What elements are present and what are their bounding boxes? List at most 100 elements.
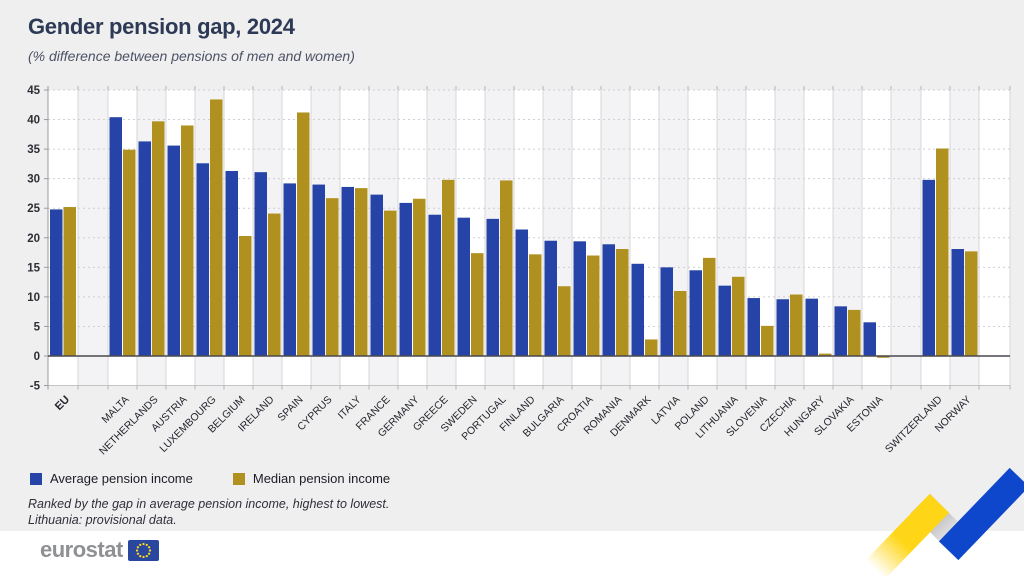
y-tick-label: 25 xyxy=(27,203,40,215)
bar-average-ITALY xyxy=(341,186,354,356)
y-tick-label: 35 xyxy=(27,144,40,156)
bar-median-SPAIN xyxy=(297,112,310,356)
y-tick-label: 45 xyxy=(27,85,40,97)
chart-title: Gender pension gap, 2024 xyxy=(28,14,295,39)
bar-average-AUSTRIA xyxy=(167,145,180,356)
bar-average-BELGIUM xyxy=(225,170,238,356)
bar-median-LITHUANIA xyxy=(732,276,745,356)
y-tick-label: 30 xyxy=(27,174,40,186)
bar-median-SWEDEN xyxy=(471,253,484,356)
bar-median-DENMARK xyxy=(645,339,658,356)
bar-average-DENMARK xyxy=(631,263,644,356)
bar-median-BELGIUM xyxy=(239,236,252,356)
bar-median-ESTONIA xyxy=(877,356,890,358)
bar-median-SLOVAKIA xyxy=(848,309,861,356)
bar-median-PORTUGAL xyxy=(500,180,513,356)
flag-star-icon xyxy=(145,554,148,557)
bar-average-SLOVENIA xyxy=(747,298,760,356)
flag-background xyxy=(127,539,159,561)
bar-median-FRANCE xyxy=(384,210,397,356)
footer-band: eurostat xyxy=(0,531,1024,576)
bar-chart: 45 40 35 30 25 20 15 10 5 0 -5 EU MALTA NETHERLANDS AU… xyxy=(0,80,1024,472)
bar-average-BULGARIA xyxy=(544,240,557,356)
stripe xyxy=(891,90,921,386)
legend-label-median: Median pension income xyxy=(252,471,391,486)
bar-average-EU xyxy=(50,209,63,356)
y-tick-label: -5 xyxy=(30,381,41,393)
x-axis-labels: EU MALTANETHERLANDSAUSTRIALUXEMBOURGBELGI… xyxy=(53,393,974,457)
bar-median-IRELAND xyxy=(268,213,281,356)
bar-median-CZECHIA xyxy=(790,294,803,356)
ribbon-yellow-segment xyxy=(855,493,950,576)
flag-star-icon xyxy=(138,543,142,546)
flag-star-icon xyxy=(147,552,151,555)
bar-average-LUXEMBOURG xyxy=(196,163,209,356)
bar-average-POLAND xyxy=(689,270,702,356)
y-tick-label: 20 xyxy=(27,233,40,245)
flag-star-icon xyxy=(138,554,142,557)
flag-star-icon xyxy=(142,555,145,558)
bar-median-LATVIA xyxy=(674,290,687,356)
bar-median-BULGARIA xyxy=(558,286,571,356)
bar-average-ESTONIA xyxy=(863,322,876,356)
y-tick-label: 40 xyxy=(27,115,40,127)
y-axis: 45 40 35 30 25 20 15 10 5 0 -5 xyxy=(27,85,49,393)
bar-average-HUNGARY xyxy=(805,298,818,356)
bar-average-GERMANY xyxy=(399,202,412,356)
bar-average-LATVIA xyxy=(660,267,673,356)
bar-average-CYPRUS xyxy=(312,184,325,356)
bar-median-ITALY xyxy=(355,188,368,356)
bar-average-SWITZERLAND xyxy=(922,179,935,356)
legend-item-median: Median pension income xyxy=(232,471,391,486)
bar-median-NORWAY xyxy=(965,251,978,356)
chart-canvas: 45 40 35 30 25 20 15 10 5 0 -5 EU MALTANETHERLANDSAU… xyxy=(27,85,1011,457)
eu-flag-icon xyxy=(127,539,159,561)
bar-average-PORTUGAL xyxy=(486,218,499,356)
flag-star-icon xyxy=(148,548,151,552)
bar-median-GREECE xyxy=(442,179,455,356)
chart-subtitle: (% difference between pensions of men an… xyxy=(28,48,355,64)
legend-item-average: Average pension income xyxy=(30,471,193,486)
bar-average-NETHERLANDS xyxy=(138,141,151,356)
flag-star-icon xyxy=(145,543,148,546)
flag-star-icon xyxy=(136,545,139,548)
eurostat-logo: eurostat xyxy=(40,539,159,561)
bar-median-SWITZERLAND xyxy=(936,148,949,356)
flag-star-icon xyxy=(135,548,138,552)
y-tick-label: 15 xyxy=(27,262,40,274)
legend: Average pension income Median pension in… xyxy=(30,471,390,486)
bar-average-LITHUANIA xyxy=(718,285,731,356)
bar-median-AUSTRIA xyxy=(181,125,194,356)
bar-average-CROATIA xyxy=(573,241,586,356)
footnote-ranking: Ranked by the gap in average pension inc… xyxy=(28,497,390,511)
bar-median-ROMANIA xyxy=(616,249,629,356)
y-tick-label: 0 xyxy=(34,351,40,363)
flag-star-icon xyxy=(142,542,145,545)
bar-average-SLOVAKIA xyxy=(834,306,847,356)
bar-average-GREECE xyxy=(428,214,441,356)
y-tick-label: 10 xyxy=(27,292,40,304)
legend-swatch-median-icon xyxy=(232,472,245,485)
flag-star-icon xyxy=(136,552,139,555)
bar-median-POLAND xyxy=(703,257,716,356)
bar-average-MALTA xyxy=(109,117,122,356)
bar-average-NORWAY xyxy=(951,249,964,356)
bar-average-SPAIN xyxy=(283,183,296,356)
flag-star-icon xyxy=(147,545,151,548)
footnotes: Ranked by the gap in average pension inc… xyxy=(28,496,389,528)
bars xyxy=(50,99,978,358)
ribbon-decoration xyxy=(855,467,1024,576)
bar-median-NETHERLANDS xyxy=(152,121,165,356)
bar-average-CZECHIA xyxy=(776,299,789,356)
bar-median-CROATIA xyxy=(587,255,600,356)
bar-average-SWEDEN xyxy=(457,217,470,356)
bar-average-ROMANIA xyxy=(602,244,615,356)
bar-median-GERMANY xyxy=(413,198,426,356)
legend-label-average: Average pension income xyxy=(50,471,193,486)
bar-median-LUXEMBOURG xyxy=(210,99,223,357)
ribbon-blue-segment xyxy=(938,467,1024,561)
bar-average-FRANCE xyxy=(370,194,383,356)
x-label-EU: EU xyxy=(53,394,72,413)
bar-median-EU xyxy=(63,207,76,356)
